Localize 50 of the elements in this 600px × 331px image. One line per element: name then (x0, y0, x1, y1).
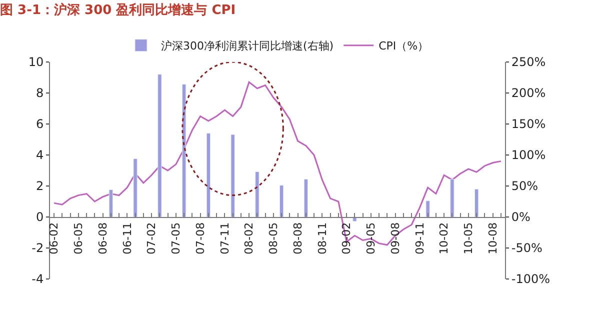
bar (279, 185, 284, 218)
y2-tick-label: -50% (511, 241, 542, 256)
legend-label: 沪深300净利润累计同比增速(右轴) (161, 40, 334, 53)
x-tick-label: 06-11 (120, 222, 134, 254)
y-tick-label: 10 (28, 55, 44, 70)
x-tick-label: 08-02 (242, 222, 256, 254)
bar (133, 158, 138, 218)
bar (255, 171, 260, 218)
bar (206, 133, 211, 218)
bar (450, 178, 454, 218)
x-tick-label: 08-11 (316, 222, 329, 254)
x-tick-label: 07-08 (194, 222, 207, 254)
y2-tick-label: 50% (511, 179, 538, 194)
bar (158, 74, 162, 218)
y-tick-label: 8 (36, 86, 44, 100)
y2-tick-label: 200% (511, 86, 546, 100)
bar (108, 189, 114, 218)
bar (230, 134, 235, 218)
y2-tick-label: 100% (511, 148, 546, 162)
x-tick-label: 06-05 (72, 222, 86, 254)
x-tick-label: 09-02 (340, 222, 354, 254)
y-tick-label: 2 (36, 179, 44, 194)
x-tick-label: 10-05 (462, 222, 476, 254)
bar (426, 200, 430, 218)
x-tick-label: 06-08 (96, 222, 110, 254)
y-tick-label: -2 (32, 241, 44, 256)
x-tick-label: 09-11 (413, 222, 426, 254)
x-tick-label: 07-02 (145, 222, 158, 254)
x-tick-label: 08-05 (267, 222, 280, 254)
x-tick-label: 10-02 (438, 222, 451, 254)
y2-tick-label: 250% (511, 55, 546, 70)
chart-title: 图 3-1：沪深 300 盈利同比增速与 CPI (0, 2, 236, 18)
bar (304, 178, 308, 218)
x-tick-label: 07-11 (218, 222, 232, 254)
y-tick-label: -4 (32, 272, 44, 286)
y-tick-label: 0 (36, 210, 44, 224)
y-tick-label: 6 (36, 117, 44, 132)
x-tick-label: 09-05 (364, 222, 378, 254)
y2-tick-label: 0% (511, 210, 530, 224)
bar (182, 84, 186, 218)
x-tick-label: 09-08 (388, 222, 402, 254)
y-tick-label: 4 (36, 148, 44, 162)
y2-tick-label: -100% (511, 272, 550, 286)
y2-tick-label: 150% (511, 117, 546, 132)
x-tick-label: 10-08 (486, 222, 500, 254)
legend-label: CPI（%） (378, 40, 429, 53)
x-tick-label: 06-02 (48, 222, 61, 254)
x-tick-label: 07-05 (170, 222, 183, 254)
x-tick-label: 08-08 (291, 222, 304, 254)
bar (474, 188, 479, 218)
